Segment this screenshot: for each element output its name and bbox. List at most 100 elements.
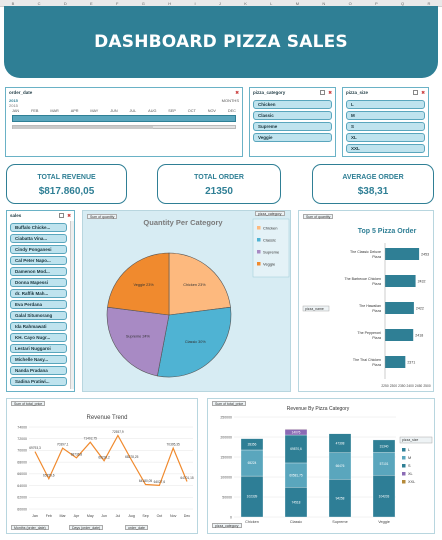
column-header[interactable]: K: [244, 1, 247, 6]
data-label: 69793,3: [29, 446, 41, 450]
sales-slicer-item[interactable]: Cindy Ponganesi: [10, 244, 67, 254]
sales-slicer-item[interactable]: Lestari Nuggaroi: [10, 343, 67, 353]
clear-filter-icon[interactable]: ✖: [421, 90, 425, 95]
legend-swatch: [402, 480, 406, 484]
multi-select-icon[interactable]: [320, 90, 326, 95]
size-slicer-item[interactable]: S: [346, 122, 425, 131]
category-slicer-item[interactable]: Supreme: [253, 122, 332, 131]
legend-label: L: [408, 448, 410, 452]
clear-filter-icon[interactable]: ✖: [328, 90, 332, 95]
column-header[interactable]: L: [270, 1, 273, 6]
timeline-month-label[interactable]: MAR: [50, 109, 59, 113]
timeline-scroll-thumb[interactable]: [13, 126, 153, 129]
pivot-field-tag-days[interactable]: Days (order_date): [69, 525, 104, 530]
column-header[interactable]: H: [168, 1, 172, 6]
category-slicer-item[interactable]: Chicken: [253, 100, 332, 109]
sales-slicer-item[interactable]: Nanda Pradana: [10, 365, 67, 375]
pivot-field-tag[interactable]: Sum of quantity: [303, 214, 334, 219]
sales-slicer-item[interactable]: Eva Perdana: [10, 299, 67, 309]
sales-slicer-scrollbar[interactable]: [70, 221, 74, 389]
category-slicer-item[interactable]: Veggie: [253, 133, 332, 142]
y-tick-label: 66000: [17, 472, 27, 476]
sales-slicer-item[interactable]: Damenon Mod...: [10, 266, 67, 276]
pivot-axis-tag[interactable]: pizza_category: [212, 523, 242, 528]
size-slicer-item[interactable]: L: [346, 100, 425, 109]
timeline-range-bar[interactable]: [12, 115, 236, 122]
multi-select-icon[interactable]: [413, 90, 419, 95]
sales-slicer-item[interactable]: KH. Cayo Nugr...: [10, 332, 67, 342]
column-header[interactable]: M: [295, 1, 300, 6]
sales-slicer-item[interactable]: Ida Rahmawati: [10, 321, 67, 331]
timeline-month-label[interactable]: JUL: [129, 109, 137, 113]
segment-label: 47308: [336, 441, 345, 445]
column-header[interactable]: E: [90, 1, 93, 6]
pivot-field-tag[interactable]: Sum of total_price: [212, 401, 247, 406]
sales-slicer-item[interactable]: dr. Raffik Mah...: [10, 288, 67, 298]
size-slicer-item[interactable]: XL: [346, 133, 425, 142]
timeline-month-label[interactable]: OCT: [187, 109, 196, 113]
column-header[interactable]: O: [348, 1, 352, 6]
y-tick-label: 200000: [220, 435, 232, 439]
column-header[interactable]: I: [194, 1, 196, 6]
timeline-year-small: 2015: [9, 103, 18, 108]
data-label: 68230,2: [98, 455, 110, 459]
order-date-timeline-slicer[interactable]: order_date ✖ 2015 MONTHS 2015 JAN FEB MAR A…: [5, 87, 243, 157]
timeline-month-label[interactable]: MAY: [90, 109, 99, 113]
sales-slicer-item[interactable]: Galal Situmorang: [10, 310, 67, 320]
column-header[interactable]: N: [322, 1, 326, 6]
category-slicer-item[interactable]: Classic: [253, 111, 332, 120]
y-tick-label: 62000: [17, 496, 27, 500]
timeline-month-label[interactable]: JUN: [110, 109, 118, 113]
column-header[interactable]: D: [63, 1, 67, 6]
bar-category-label: The Barbecue Chicken: [344, 277, 381, 281]
quantity-per-category-chart: Sum of quantity pizza_category Quantity …: [82, 210, 291, 392]
column-header[interactable]: J: [218, 1, 221, 6]
size-slicer-item[interactable]: XXL: [346, 144, 425, 153]
multi-select-icon[interactable]: [59, 213, 65, 218]
pivot-field-tag[interactable]: Sum of total_price: [11, 401, 46, 406]
clear-filter-icon[interactable]: ✖: [67, 213, 71, 218]
kpi-label: TOTAL REVENUE: [37, 174, 96, 181]
column-header[interactable]: C: [37, 1, 41, 6]
timeline-month-label[interactable]: AUG: [148, 109, 157, 113]
data-label: 70397,1: [57, 443, 69, 447]
pivot-field-tag[interactable]: Sum of quantity: [87, 214, 118, 219]
timeline-scrollbar[interactable]: [12, 125, 236, 129]
segment-label: 66476: [336, 464, 345, 468]
sales-slicer-item[interactable]: Michelle Nasy...: [10, 354, 67, 364]
sales-slicer-item[interactable]: Ciabatta Vina...: [10, 233, 67, 243]
timeline-month-label[interactable]: SEP: [168, 109, 176, 113]
column-header[interactable]: B: [11, 1, 15, 6]
sales-slicer-item[interactable]: Sadina Pratiwi...: [10, 376, 67, 386]
x-tick-label: 2400: [407, 384, 415, 388]
timeline-month-label[interactable]: NOV: [207, 109, 216, 113]
pizza-size-slicer[interactable]: pizza_size ✖ L M S XL XXL: [342, 87, 429, 157]
timeline-month-label[interactable]: JAN: [12, 109, 20, 113]
pizza-category-slicer[interactable]: pizza_category ✖ Chicken Classic Supreme Ve…: [249, 87, 336, 157]
legend-swatch: [402, 472, 406, 476]
y-tick-label: 74000: [17, 425, 27, 429]
column-header[interactable]: R: [427, 1, 431, 6]
chart-title: Quantity Per Category: [143, 218, 223, 227]
pivot-field-tag-months[interactable]: Months (order_date): [11, 525, 49, 530]
sales-slicer-item[interactable]: Cal Peter Napo...: [10, 255, 67, 265]
clear-filter-icon[interactable]: ✖: [235, 90, 239, 95]
timeline-level-selector[interactable]: MONTHS: [221, 98, 239, 103]
sales-slicer-item[interactable]: Buffalo Chicke...: [10, 222, 67, 232]
column-header[interactable]: Q: [401, 1, 405, 6]
dashboard-title-banner: DASHBOARD PIZZA SALES: [4, 6, 438, 78]
bar-value-label: 2418: [415, 334, 423, 338]
timeline-month-label[interactable]: APR: [70, 109, 79, 113]
size-slicer-item[interactable]: M: [346, 111, 425, 120]
sales-slicer[interactable]: sales ✖ Buffalo Chicke... Ciabatta Vina..…: [6, 210, 75, 392]
column-header[interactable]: F: [116, 1, 119, 6]
x-tick-label: Chicken: [245, 520, 259, 524]
timeline-month-label[interactable]: FEB: [31, 109, 39, 113]
timeline-month-label[interactable]: DEC: [227, 109, 236, 113]
column-header[interactable]: G: [141, 1, 145, 6]
legend-swatch: [257, 250, 261, 254]
column-header[interactable]: P: [375, 1, 378, 6]
sales-slicer-item[interactable]: Donna Mapessi: [10, 277, 67, 287]
pivot-field-tag-date[interactable]: order_date: [125, 525, 148, 530]
pivot-filter-tag[interactable]: pizza_category: [255, 211, 285, 216]
